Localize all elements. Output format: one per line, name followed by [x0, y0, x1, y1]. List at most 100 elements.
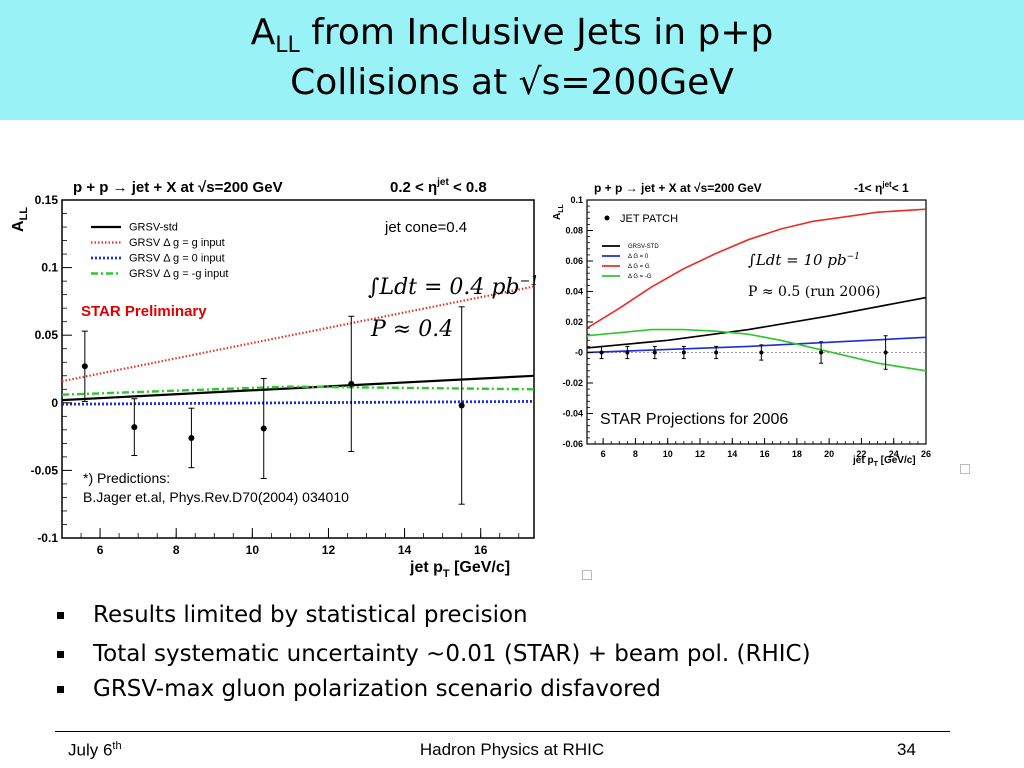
- footer-title: Hadron Physics at RHIC: [419, 740, 605, 759]
- y-tick-label: 0.04: [565, 287, 583, 297]
- y-tick-label: -0.06: [562, 439, 583, 449]
- x-tick-label: 8: [633, 449, 638, 459]
- y-axis-label: ALL: [10, 207, 30, 232]
- series-curve: [586, 208, 927, 329]
- series-curve: [586, 296, 927, 349]
- data-point: [652, 350, 657, 355]
- data-point: [131, 424, 138, 431]
- series-curve: [586, 336, 927, 354]
- x-tick-label: 6: [97, 543, 104, 557]
- y-tick-label: 0: [51, 396, 58, 410]
- title-part1: A: [250, 12, 276, 53]
- y-tick-label: 0.06: [565, 256, 583, 266]
- legend: GRSV-std GRSV Δ g = g input GRSV Δ g = 0 i…: [91, 222, 228, 280]
- x-tick-label: 10: [663, 449, 673, 459]
- y-tick-label: 0.1: [41, 261, 58, 275]
- x-tick-label: 18: [792, 449, 802, 459]
- y-tick-label: -0.05: [31, 463, 59, 477]
- title-subscript: LL: [275, 33, 300, 59]
- eta-range-label: 0.2 < ηjet < 0.8: [390, 177, 487, 196]
- legend: GRSV-STD Δ G = 0 Δ G = G Δ G = -G: [602, 244, 659, 280]
- predictions-label: *) Predictions:: [83, 470, 170, 486]
- plot-frame: [61, 199, 535, 539]
- slide-title-line2: Collisions at √s=200GeV: [290, 62, 734, 103]
- data-point: [458, 402, 465, 409]
- x-tick-label: 8: [173, 543, 180, 557]
- star-projections-label: STAR Projections for 2006: [600, 411, 788, 428]
- series-curve: [61, 400, 535, 406]
- x-tick-label: 20: [824, 449, 834, 459]
- reference-label: B.Jager et.al, Phys.Rev.D70(2004) 034010: [83, 489, 349, 505]
- data-point: [348, 380, 355, 387]
- x-axis-label: jet pT [GeV/c]: [409, 559, 510, 580]
- data-point: [883, 350, 888, 355]
- luminosity-label: ∫Ldt = 10 pb−1: [748, 251, 860, 269]
- x-tick-label: 12: [695, 449, 705, 459]
- bullet-square-icon: [57, 651, 64, 658]
- jet-cone-label: jet cone=0.4: [384, 219, 467, 236]
- data-point: [260, 425, 267, 432]
- series-curve: [586, 328, 927, 372]
- data-point: [714, 350, 719, 355]
- bullet-text: Results limited by statistical precision: [93, 602, 528, 628]
- x-axis-label: jet pT [GeV/c]: [852, 455, 916, 468]
- resize-handle: [960, 464, 970, 474]
- bullet-square-icon: [57, 612, 64, 619]
- bullet-square-icon: [57, 686, 64, 693]
- legend-label: Δ G = -G: [628, 274, 652, 280]
- y-tick-label: 0.08: [565, 226, 583, 236]
- data-point: [681, 350, 686, 355]
- legend-label: GRSV-std: [129, 222, 178, 234]
- legend-label: Δ G = G: [628, 264, 650, 270]
- data-point: [625, 350, 630, 355]
- y-axis-label: ALL: [552, 203, 565, 220]
- data-point: [759, 350, 764, 355]
- legend-label: GRSV-STD: [628, 244, 659, 250]
- legend-label: GRSV Δ g = -g input: [129, 268, 228, 280]
- data-point: [599, 350, 604, 355]
- y-tick-label: 0.1: [570, 195, 583, 205]
- x-tick-label: 12: [322, 543, 336, 557]
- chart-measured-all: -0.1 -0.05 0 0.05 0.1 0.15 6 8 10 12 14 16 p + p → …: [10, 177, 539, 580]
- data-point: [819, 350, 824, 355]
- y-tick-label: -0.02: [562, 378, 583, 388]
- slide-title-line1: ALL from Inclusive Jets in p+p: [0, 12, 1024, 58]
- y-tick-label: 0.15: [35, 193, 59, 207]
- chart-projection: -0.06 -0.04 -0.02 -0 0.02 0.04 0.06 0.08 0.1 6 8 10…: [552, 180, 931, 468]
- x-tick-label: 6: [601, 449, 606, 459]
- data-point: [81, 363, 88, 370]
- series-curve: [61, 374, 535, 402]
- x-tick-label: 14: [398, 543, 412, 557]
- bullet-text: Total systematic uncertainty ~0.01 (STAR…: [93, 641, 811, 667]
- eta-range-label: -1< ηjet< 1: [854, 180, 909, 195]
- title-band: ALL from Inclusive Jets in p+p Collision…: [0, 0, 1024, 120]
- slide-number: 34: [897, 740, 916, 759]
- x-tick-label: 14: [727, 449, 737, 459]
- bullet-item: Total systematic uncertainty ~0.01 (STAR…: [55, 637, 1015, 672]
- legend-label: GRSV Δ g = g input: [129, 237, 225, 249]
- bullet-list: Results limited by statistical precision…: [55, 598, 1015, 707]
- footer-date: July 6th: [68, 740, 122, 760]
- x-tick-label: 10: [246, 543, 260, 557]
- plot-frame: [586, 199, 927, 445]
- star-preliminary-label: STAR Preliminary: [81, 303, 207, 320]
- bullet-text: GRSV-max gluon polarization scenario dis…: [93, 676, 661, 702]
- x-tick-label: 26: [921, 449, 931, 459]
- chart-title: p + p → jet + X at √s=200 GeV: [73, 179, 283, 196]
- y-tick-label: -0: [575, 348, 583, 358]
- footer-divider: [55, 731, 950, 732]
- y-tick-label: -0.04: [562, 409, 583, 419]
- y-tick-label: -0.1: [37, 531, 58, 545]
- chart-title: p + p → jet + X at √s=200 GeV: [594, 181, 762, 195]
- polarization-label: P ≈ 0.4: [370, 317, 453, 342]
- x-tick-label: 22: [856, 449, 866, 459]
- bullet-item: GRSV-max gluon polarization scenario dis…: [55, 672, 1015, 707]
- y-tick-label: 0.02: [565, 317, 583, 327]
- legend-label: GRSV Δ g = 0 input: [129, 253, 225, 265]
- legend-label: Δ G = 0: [628, 254, 649, 260]
- bullet-item: Results limited by statistical precision: [55, 598, 1015, 633]
- luminosity-label: ∫Ldt = 0.4 pb−1: [368, 274, 539, 300]
- title-part2: from Inclusive Jets in p+p: [299, 12, 774, 53]
- resize-handle: [582, 570, 592, 580]
- y-tick-label: 0.05: [35, 328, 59, 342]
